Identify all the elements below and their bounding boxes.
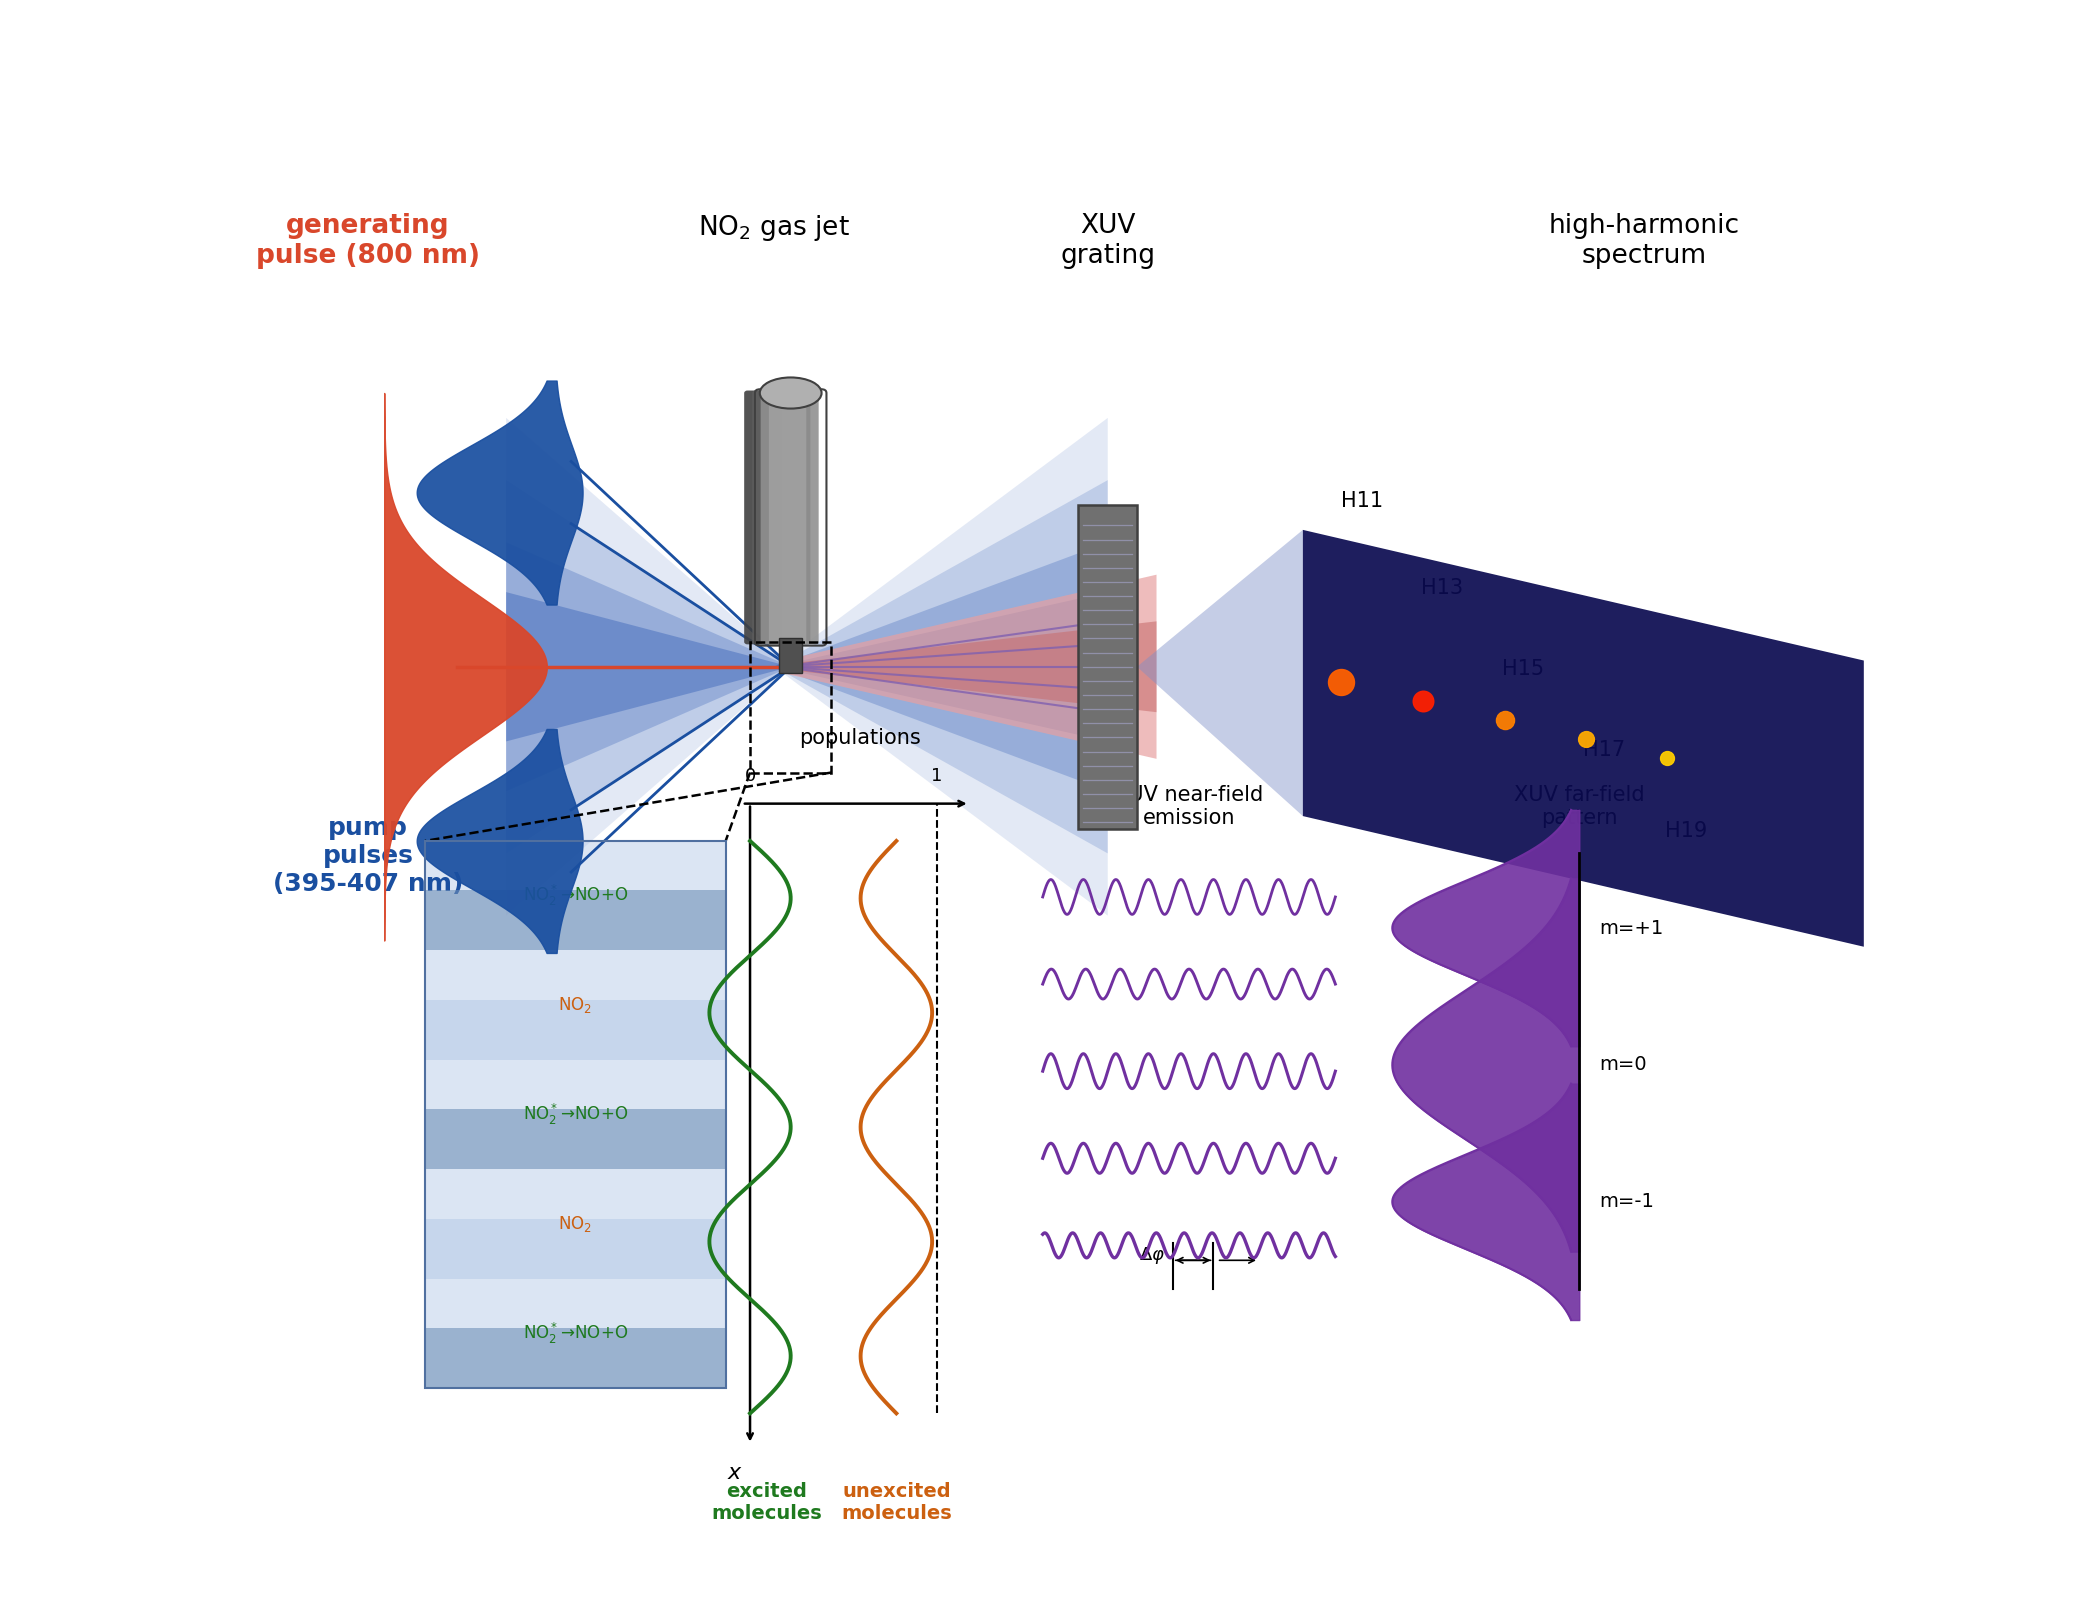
Polygon shape [783,621,1156,713]
Polygon shape [506,419,791,916]
Polygon shape [774,480,1108,853]
FancyBboxPatch shape [753,391,810,645]
Bar [424,890,726,950]
Bar [424,840,726,1388]
Text: H13: H13 [1420,579,1462,598]
Polygon shape [774,543,1108,792]
Text: NO$_2^*\!\rightarrow\!$NO+O: NO$_2^*\!\rightarrow\!$NO+O [522,1322,627,1346]
Text: NO$_2$: NO$_2$ [558,1214,592,1235]
Polygon shape [1137,530,1303,816]
Text: XUV far-field
pattern: XUV far-field pattern [1515,785,1645,827]
Text: $\Delta\varphi$: $\Delta\varphi$ [1139,1244,1164,1265]
Text: H11: H11 [1341,491,1383,511]
Polygon shape [1303,530,1863,947]
Polygon shape [774,591,1108,742]
Bar [1078,504,1137,829]
Text: excited
molecules: excited molecules [711,1482,822,1522]
Polygon shape [506,480,791,853]
Point [1324,669,1357,695]
Text: 0: 0 [745,768,755,785]
Text: NO$_2^*\!\rightarrow\!$NO+O: NO$_2^*\!\rightarrow\!$NO+O [522,884,627,908]
Point [1406,688,1439,714]
Text: H19: H19 [1664,821,1708,840]
Text: generating
pulse (800 nm): generating pulse (800 nm) [256,213,480,268]
Text: x: x [728,1462,741,1483]
Point [1651,745,1685,771]
Point [1569,726,1603,751]
Polygon shape [774,419,1108,916]
Polygon shape [506,543,791,792]
Text: XUV near-field
emission: XUV near-field emission [1114,785,1263,827]
Ellipse shape [759,378,822,409]
Text: NO$_2^*\!\rightarrow\!$NO+O: NO$_2^*\!\rightarrow\!$NO+O [522,1102,627,1128]
Bar [424,1328,726,1388]
Text: H17: H17 [1584,740,1626,760]
Text: high-harmonic
spectrum: high-harmonic spectrum [1548,213,1739,268]
Point [1487,708,1521,734]
Polygon shape [506,591,791,742]
FancyBboxPatch shape [762,391,818,645]
Text: pump
pulses
(395-407 nm): pump pulses (395-407 nm) [273,816,464,895]
Text: m=0: m=0 [1599,1055,1647,1075]
Bar [424,1109,726,1170]
Text: H15: H15 [1502,659,1544,679]
Polygon shape [783,575,1156,760]
Text: unexcited
molecules: unexcited molecules [841,1482,952,1522]
Text: NO$_2$: NO$_2$ [558,995,592,1015]
Bar [424,1000,726,1060]
Text: XUV
grating: XUV grating [1059,213,1156,268]
Bar [424,840,726,1388]
FancyBboxPatch shape [768,391,806,645]
Text: 1: 1 [932,768,942,785]
Text: m=-1: m=-1 [1599,1193,1653,1212]
Bar [424,1218,726,1278]
Bar [778,638,801,672]
Text: m=+1: m=+1 [1599,918,1664,937]
Text: NO$_2$ gas jet: NO$_2$ gas jet [699,213,850,242]
Text: populations: populations [799,727,921,748]
FancyBboxPatch shape [745,391,783,645]
